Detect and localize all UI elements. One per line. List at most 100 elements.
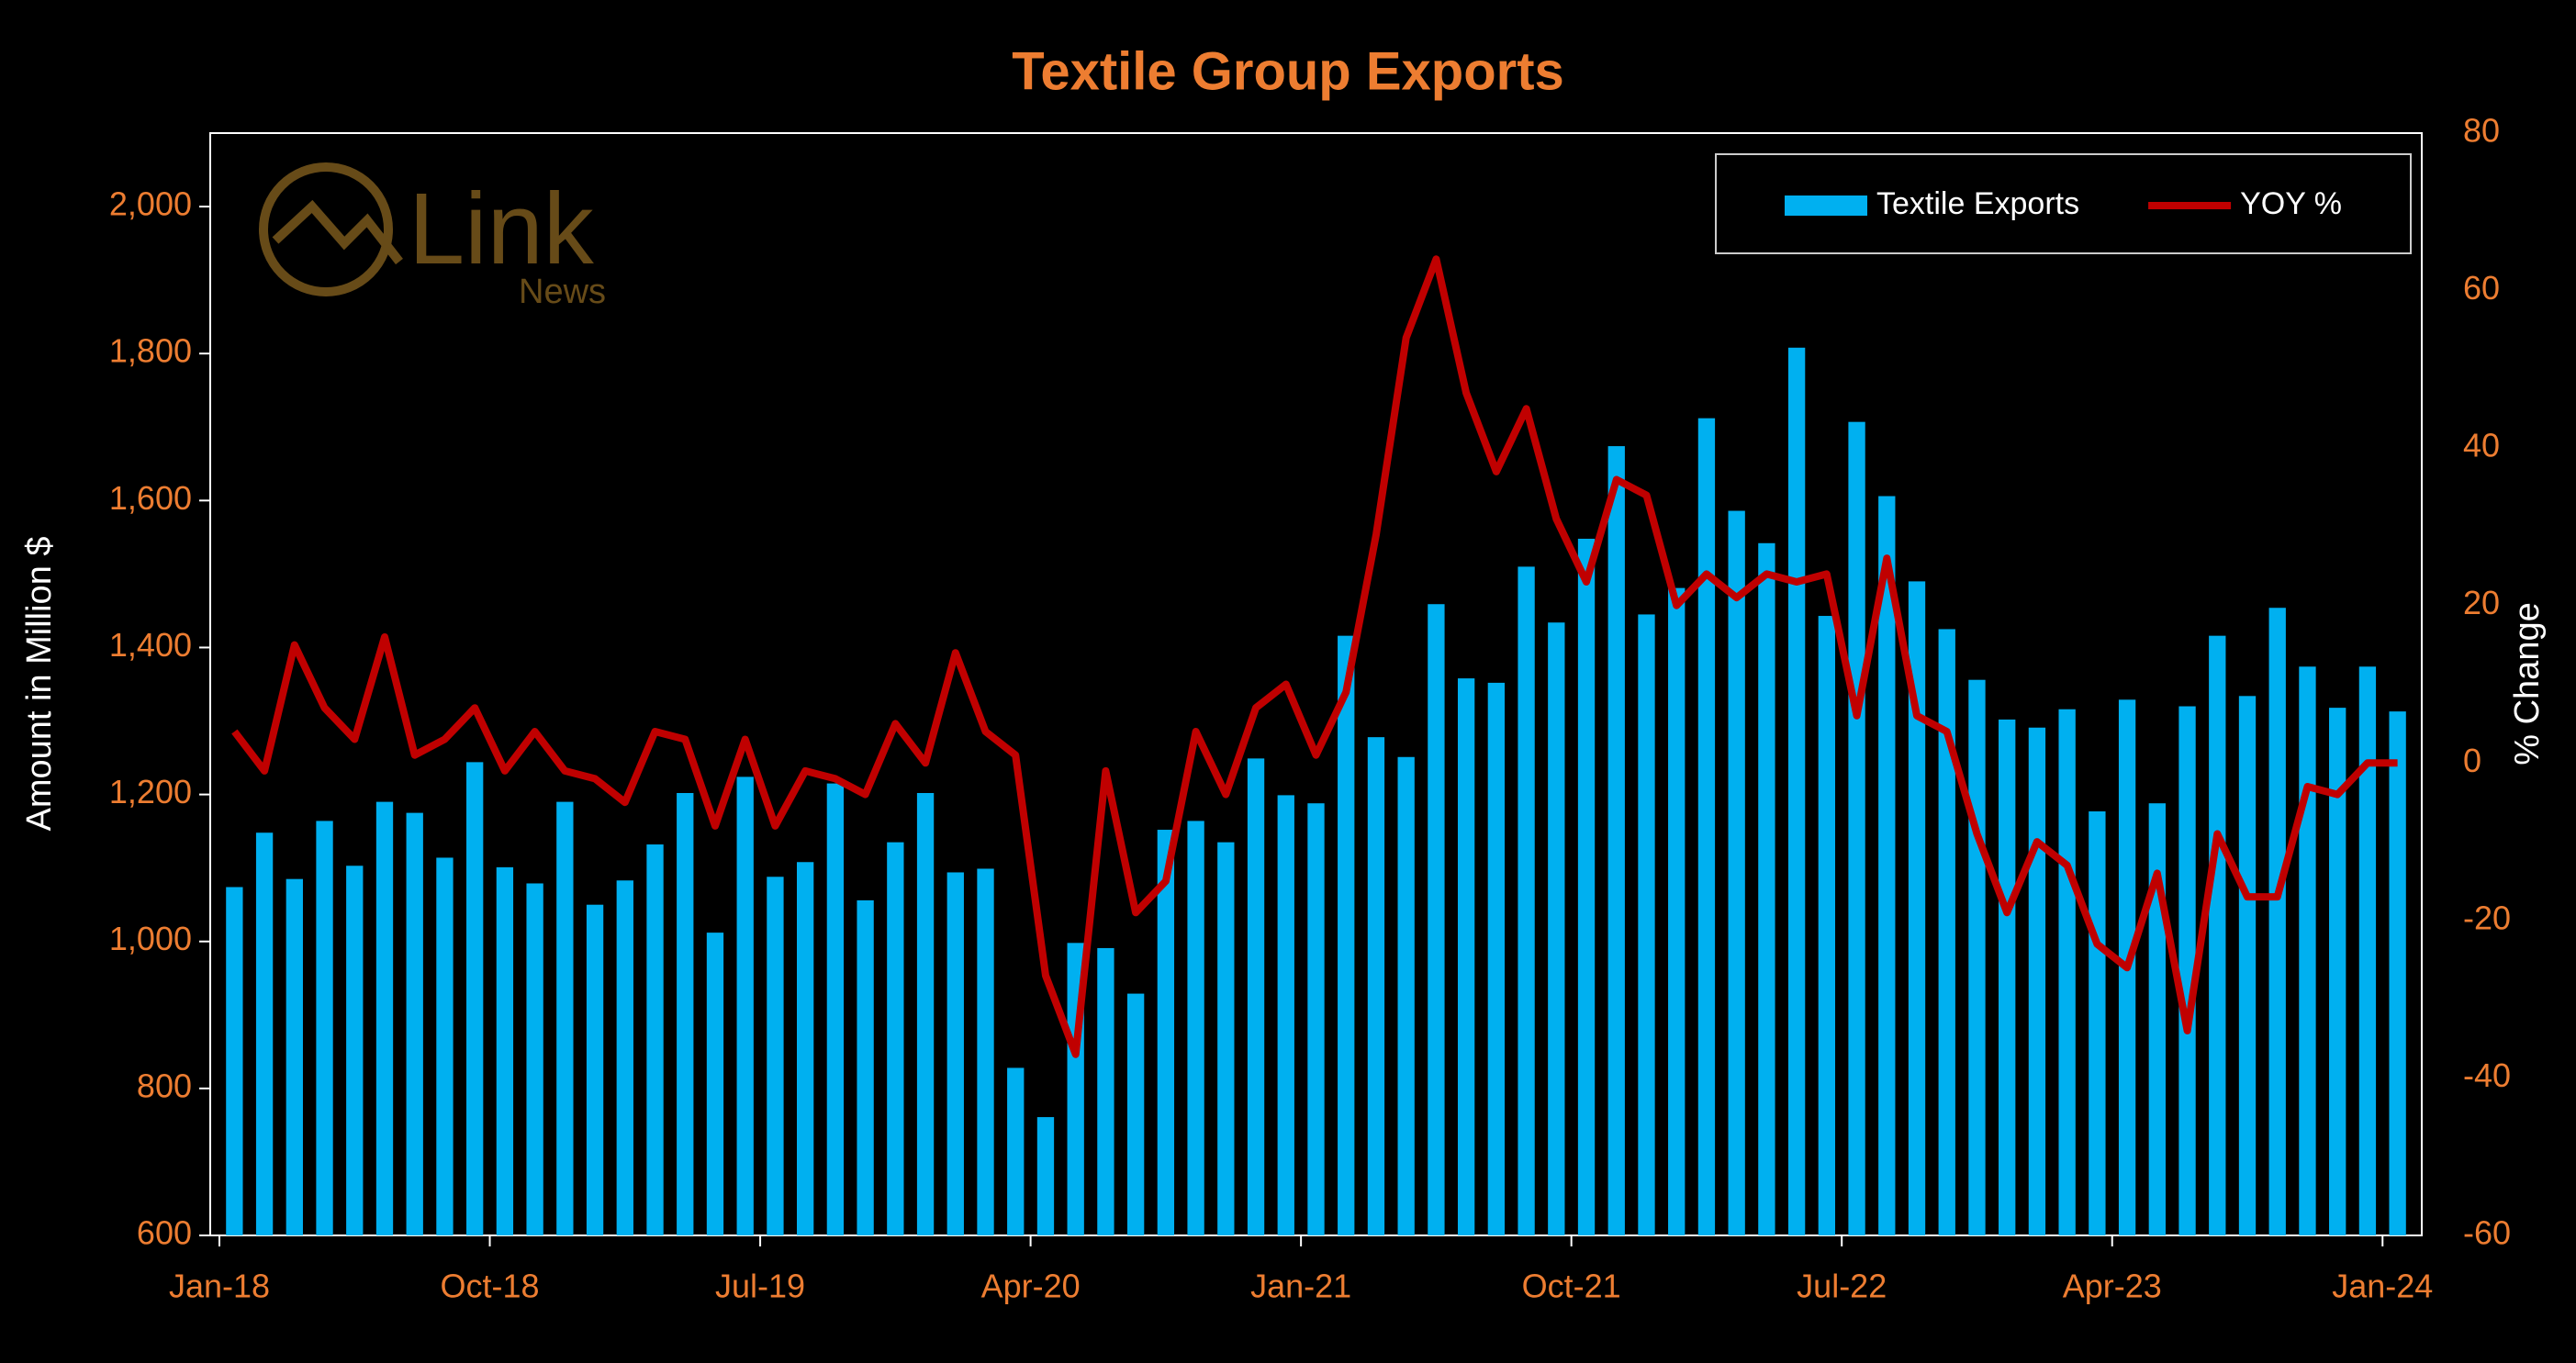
bar bbox=[1848, 421, 1865, 1235]
bar bbox=[2209, 635, 2226, 1235]
bar bbox=[2148, 803, 2166, 1235]
bar bbox=[286, 878, 303, 1235]
bar bbox=[2089, 811, 2106, 1235]
bar bbox=[1908, 581, 1926, 1235]
logo-subtext: News bbox=[519, 273, 606, 311]
y-tick-label: 1,800 bbox=[109, 332, 192, 370]
bar bbox=[1217, 842, 1235, 1235]
x-tick-label: Jul-19 bbox=[715, 1268, 805, 1305]
bar bbox=[586, 904, 604, 1235]
bar bbox=[2329, 708, 2346, 1235]
bar bbox=[1938, 629, 1955, 1235]
y-tick-label: 800 bbox=[137, 1067, 192, 1104]
bar bbox=[2299, 666, 2316, 1235]
chart-title: Textile Group Exports bbox=[1012, 41, 1564, 101]
bar bbox=[1787, 347, 1806, 1235]
y2-axis-title: % Change bbox=[2508, 602, 2547, 765]
bar bbox=[1818, 616, 1836, 1235]
x-tick-label: Jan-24 bbox=[2332, 1268, 2433, 1305]
bar bbox=[226, 887, 243, 1235]
bar bbox=[887, 842, 904, 1235]
y2-tick-label: 40 bbox=[2463, 427, 2500, 464]
bar bbox=[2238, 696, 2257, 1235]
logo: Link News bbox=[259, 162, 606, 311]
bar bbox=[677, 792, 694, 1235]
bar bbox=[255, 832, 274, 1235]
bar bbox=[1999, 719, 2016, 1235]
bar bbox=[406, 812, 423, 1235]
bar bbox=[1367, 737, 1385, 1235]
y2-tick-label: 20 bbox=[2463, 584, 2500, 621]
bar bbox=[946, 872, 964, 1235]
bar bbox=[1247, 758, 1265, 1235]
bar bbox=[1397, 756, 1415, 1235]
bar bbox=[1697, 418, 1716, 1235]
bar bbox=[1758, 542, 1775, 1235]
y-tick-label: 1,200 bbox=[109, 773, 192, 810]
bar bbox=[2178, 706, 2196, 1235]
x-tick-label: Jan-21 bbox=[1250, 1268, 1351, 1305]
bar bbox=[2028, 727, 2046, 1235]
bar bbox=[1607, 446, 1625, 1236]
bar bbox=[2058, 709, 2076, 1235]
bar bbox=[1668, 587, 1686, 1235]
bar bbox=[1487, 682, 1506, 1235]
y-tick-label: 1,000 bbox=[109, 920, 192, 957]
bar bbox=[1548, 622, 1565, 1235]
legend-swatch bbox=[1785, 196, 1867, 216]
bar bbox=[706, 933, 724, 1235]
bar bbox=[616, 880, 633, 1235]
y2-tick-label: 80 bbox=[2463, 112, 2500, 150]
bar bbox=[1878, 496, 1896, 1235]
logo-text: Link bbox=[409, 173, 595, 285]
bar bbox=[1338, 635, 1355, 1235]
bar bbox=[826, 783, 845, 1235]
legend-label: Textile Exports bbox=[1876, 186, 2079, 221]
bar bbox=[1097, 947, 1114, 1235]
bar bbox=[1728, 510, 1745, 1235]
y2-tick-label: -20 bbox=[2463, 899, 2511, 936]
bar bbox=[1007, 1067, 1025, 1235]
x-tick-label: Apr-23 bbox=[2063, 1268, 2162, 1305]
bar bbox=[526, 883, 543, 1235]
y2-tick-label: -40 bbox=[2463, 1056, 2511, 1094]
bar bbox=[646, 844, 664, 1235]
bar bbox=[736, 776, 754, 1235]
bar bbox=[1157, 830, 1175, 1235]
bar bbox=[1036, 1117, 1055, 1235]
y-tick-label: 2,000 bbox=[109, 185, 192, 223]
bar bbox=[857, 899, 874, 1235]
line bbox=[231, 255, 2398, 1058]
bar bbox=[1277, 795, 1294, 1235]
bar bbox=[1428, 604, 1445, 1235]
bar bbox=[496, 866, 514, 1235]
bar bbox=[1577, 538, 1596, 1235]
bar bbox=[916, 792, 935, 1235]
bar bbox=[1126, 993, 1145, 1235]
legend-label: YOY % bbox=[2240, 186, 2342, 221]
y-axis-title: Amount in Million $ bbox=[20, 536, 59, 831]
logo-wave bbox=[272, 199, 403, 265]
bar bbox=[1307, 803, 1325, 1235]
logo-ring bbox=[259, 162, 393, 296]
x-tick-label: Oct-18 bbox=[441, 1268, 540, 1305]
bar bbox=[1638, 614, 1655, 1235]
bar bbox=[556, 801, 574, 1235]
bar bbox=[977, 868, 994, 1235]
y-tick-label: 1,400 bbox=[109, 626, 192, 664]
x-tick-label: Jan-18 bbox=[169, 1268, 270, 1305]
bar bbox=[1518, 566, 1535, 1235]
bar bbox=[466, 762, 484, 1235]
y2-tick-label: 0 bbox=[2463, 742, 2481, 779]
x-tick-label: Apr-20 bbox=[981, 1268, 1081, 1305]
y2-tick-label: 60 bbox=[2463, 269, 2500, 307]
bar bbox=[796, 862, 814, 1235]
bar bbox=[767, 877, 784, 1235]
bar bbox=[2268, 608, 2286, 1235]
bar bbox=[2389, 711, 2406, 1235]
bar bbox=[1968, 679, 1986, 1235]
y-tick-label: 1,600 bbox=[109, 479, 192, 517]
x-tick-label: Jul-22 bbox=[1797, 1268, 1887, 1305]
